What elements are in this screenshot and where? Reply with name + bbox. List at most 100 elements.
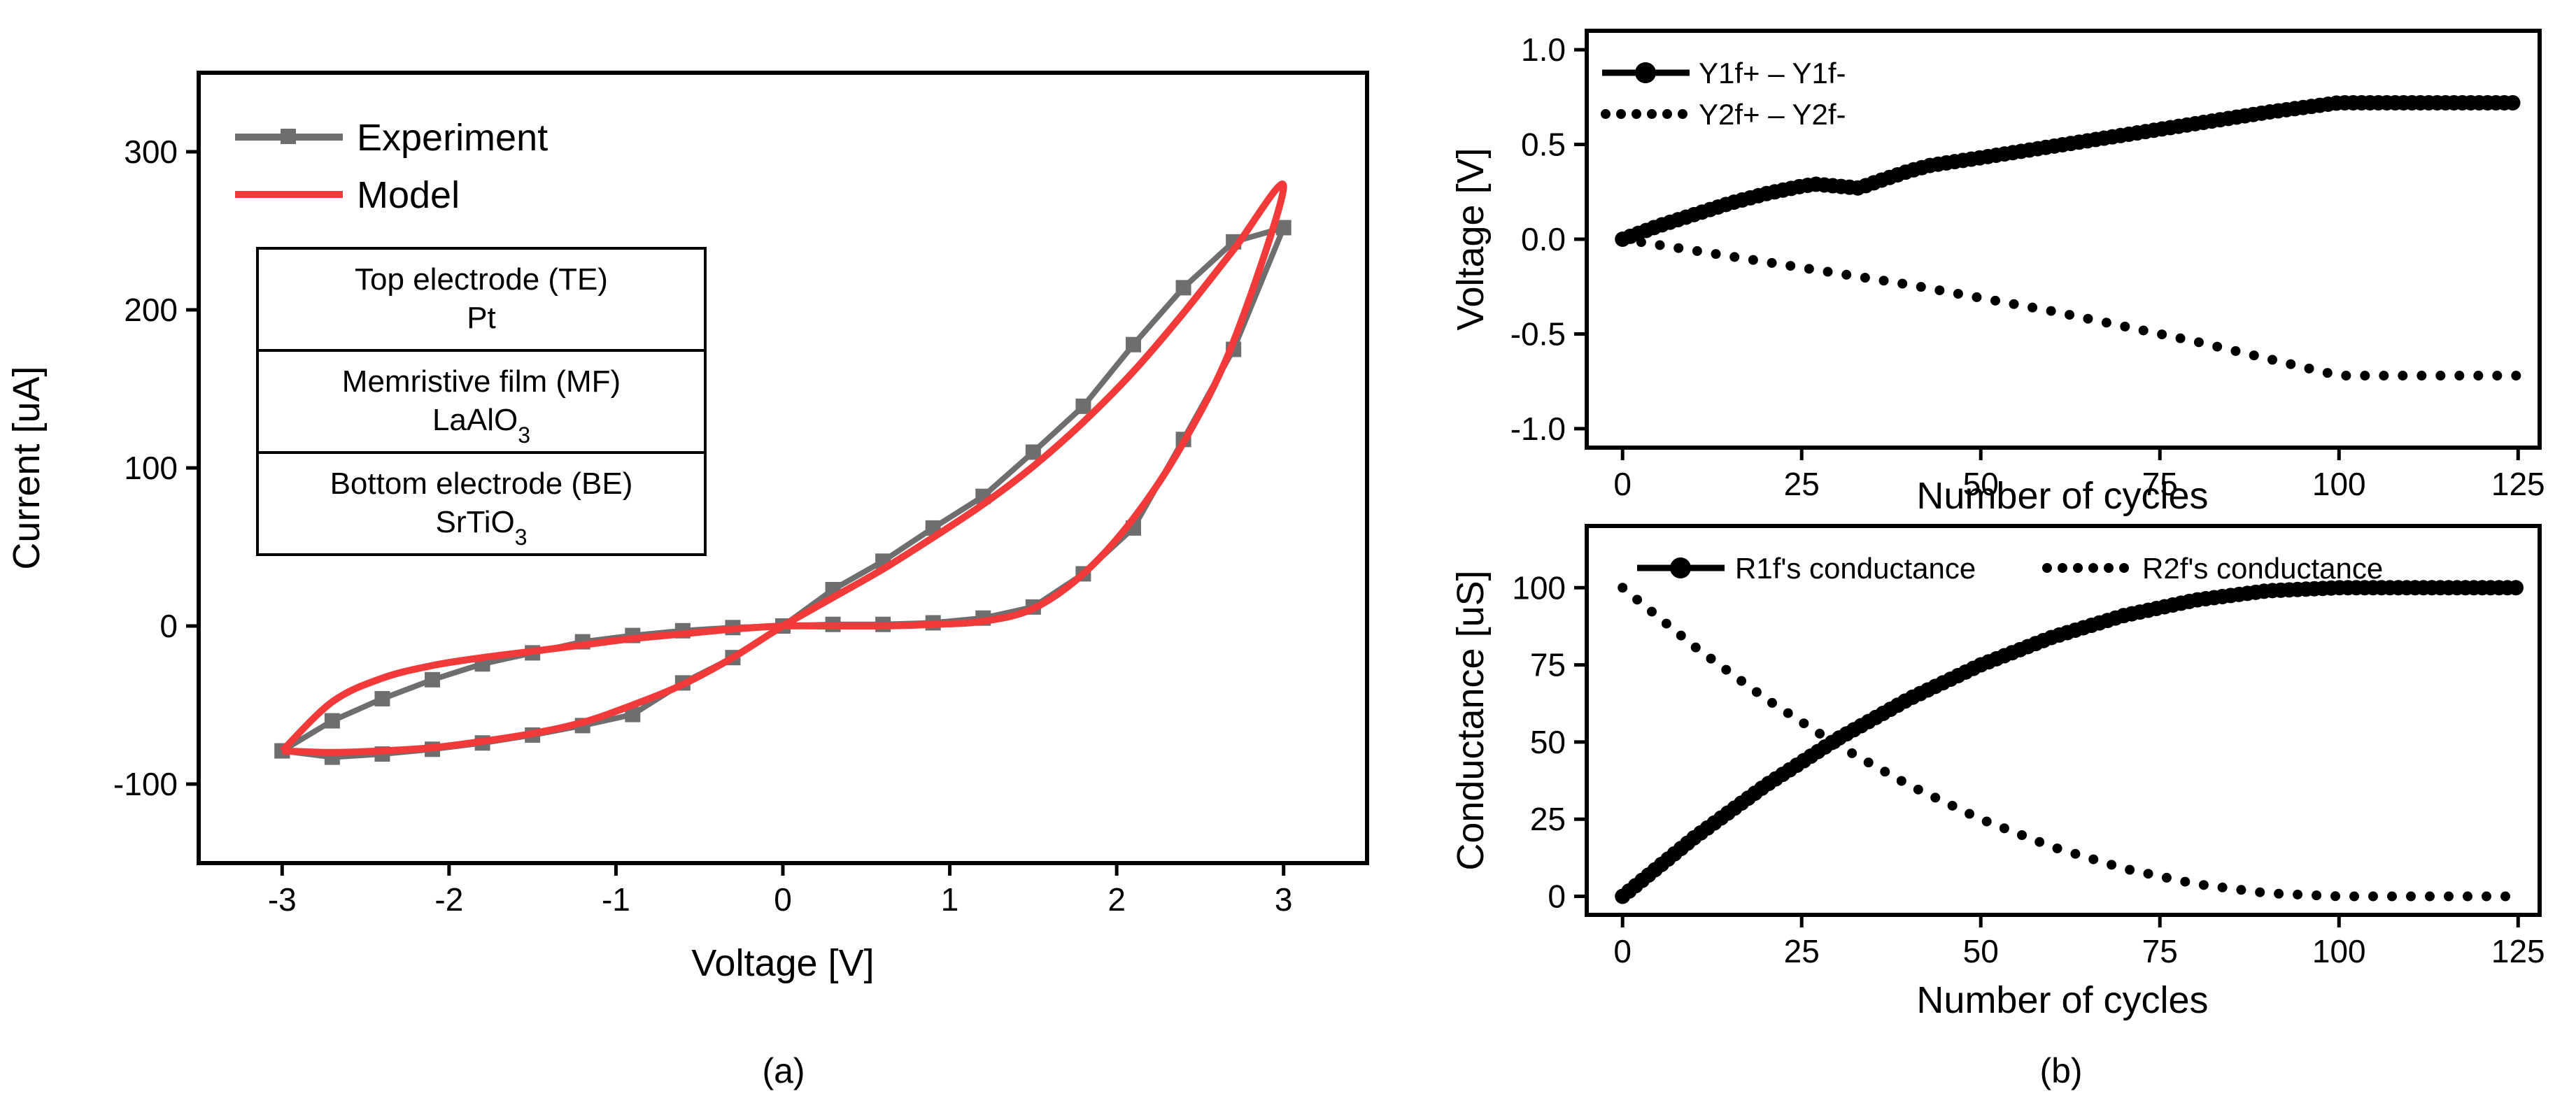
panel-b-bottom-series-1-point	[2500, 891, 2511, 902]
panel-b-top-xtick-label: 75	[2142, 466, 2178, 502]
experiment-point	[1025, 444, 1041, 460]
panel-b-top-series-1-point	[2416, 371, 2427, 381]
panel-b-top-series-0-point	[2505, 94, 2521, 111]
panel-b-bottom-xtick-label: 50	[1963, 933, 1999, 969]
panel-b-bottom-series-1-point	[1896, 776, 1906, 786]
panel-b-top-series-1-point	[2138, 325, 2149, 336]
layer-stack-table: Top electrode (TE) Pt Memristive film (M…	[256, 247, 707, 556]
panel-b-bottom-series-1-point	[2180, 876, 2191, 887]
legend-dot	[1678, 109, 1687, 119]
panel-b-top-series-1-point	[1990, 295, 2000, 306]
panel-b-bottom-series-1-point	[2161, 872, 2172, 883]
panel-a-ytick-label: -100	[113, 766, 178, 802]
panel-b-bottom-xtick-label: 75	[2142, 933, 2178, 969]
memristive-film-material: LaAlO3	[432, 403, 530, 448]
panel-b-top-ylabel: Voltage [V]	[1450, 148, 1492, 330]
bottom-electrode-label: Bottom electrode (BE)	[330, 467, 633, 501]
legend-r1f-label: R1f's conductance	[1735, 552, 1976, 585]
panel-b-top-series-1-point	[2101, 318, 2111, 328]
panel-b-top-series-1-point	[1972, 292, 1982, 302]
experiment-point	[1075, 398, 1091, 414]
panel-b-top-xtick-label: 50	[1963, 466, 1999, 502]
experiment-point	[1126, 336, 1141, 353]
panel-b-top-series-1-point	[1804, 264, 1814, 274]
panel-b-top-frame	[1585, 29, 2542, 450]
panel-b-bottom-series-1-point	[2425, 891, 2435, 902]
memristive-film-label: Memristive film (MF)	[342, 364, 621, 399]
panel-b-bottom-series-1-point	[2236, 885, 2246, 895]
panel-b-top-series-1-point	[1841, 269, 1852, 280]
panel-b-bottom-series-1-point	[1999, 823, 2009, 834]
panel-b-top-xtick-label: 125	[2491, 466, 2545, 502]
panel-b-bottom-ytick-label: 75	[1530, 647, 1566, 683]
legend-dot	[2042, 563, 2052, 573]
panel-b-bottom-xlabel: Number of cycles	[1916, 979, 2208, 1021]
panel-b-top-series-1-point	[2435, 371, 2446, 381]
panel-b-top-series-1-point	[2027, 302, 2038, 313]
panel-b-top-ytick-label: -0.5	[1510, 315, 1566, 352]
panel-b-top-series-1-point	[1673, 243, 1684, 253]
panel-b-top-series-1-point	[1729, 252, 1740, 262]
panel-b-top-series-1-point	[1897, 278, 1908, 289]
panel-b-top-series-1-point	[2193, 337, 2204, 348]
experiment-point	[1175, 280, 1191, 296]
panel-b-bottom-series-1-point	[2052, 844, 2062, 854]
panel-b-bottom-series-1-point	[1751, 687, 1762, 697]
legend-experiment-label: Experiment	[357, 117, 548, 159]
panel-b-top-series-1-point	[2065, 310, 2075, 320]
panel-b-top-series-1-point	[2046, 306, 2056, 316]
panel-b-bottom-series-1-point	[1661, 618, 1671, 629]
panel-b-top-ytick-label: -1.0	[1510, 411, 1566, 447]
panel-b-bottom-series-1-point	[2293, 889, 2303, 899]
panel-a-ylabel: Current [uA]	[6, 366, 48, 569]
panel-b-bottom-series-1-point	[1706, 653, 1716, 664]
legend-dot	[2073, 563, 2083, 573]
panel-b-top-ytick-label: 0.0	[1521, 221, 1566, 257]
panel-b-top-ytick-label: 1.0	[1521, 31, 1566, 68]
panel-b-bottom-series-1-point	[1930, 792, 1941, 803]
panel-b-bottom-frame	[1585, 524, 2542, 917]
panel-b-bottom-ytick-label: 50	[1530, 724, 1566, 760]
panel-b-bottom-series-1-point	[2143, 869, 2153, 879]
panel-b-top-xtick-label: 25	[1784, 466, 1820, 502]
panel-b-top-series-1-point	[2249, 350, 2259, 361]
panel-b-top-series-1-point	[2398, 371, 2408, 381]
legend-y2f-label: Y2f+ – Y2f-	[1699, 98, 1846, 131]
panel-b-top-xtick-label: 0	[1613, 466, 1632, 502]
experiment-point	[425, 671, 440, 688]
panel-b-top-chart: 0 25 50 75 100 125 -1.0 -0.5 0.0 0.5 1.0 Y1f+ – Y1…	[1450, 29, 2545, 517]
panel-b-bottom-xtick-label: 125	[2491, 933, 2545, 969]
panel-b-bottom-series-1-point	[1690, 642, 1701, 653]
panel-b-bottom-series-1-point	[1981, 816, 1992, 827]
legend-y2f-dots	[1601, 109, 1687, 119]
panel-b-top-xlabel: Number of cycles	[1916, 475, 2208, 517]
panel-b-bottom-series-1-point	[1880, 767, 1890, 777]
panel-b-top-series-1-point	[2379, 371, 2389, 381]
panel-b-bottom-series-1-point	[2349, 891, 2360, 902]
legend-dot	[2119, 563, 2129, 573]
panel-b-bottom-series-1-point	[2274, 888, 2284, 899]
layer-table-border	[256, 247, 707, 556]
panel-b-bottom-xtick-label: 25	[1784, 933, 1820, 969]
panel-a-xtick-label: -3	[268, 881, 297, 918]
legend-model-label: Model	[357, 174, 460, 216]
panel-b-bottom-ylabel: Conductance [uS]	[1450, 570, 1492, 870]
panel-b-top-series-1-point	[2511, 371, 2521, 381]
panel-b-bottom-series-1-point	[2482, 891, 2492, 902]
legend-y1f-label: Y1f+ – Y1f-	[1699, 57, 1846, 90]
panel-b-bottom-series-1-point	[2463, 891, 2473, 902]
panel-b-top-series-1-point	[2454, 371, 2465, 381]
panel-a-ticks: -3 -2 -1 0 1 2 3 -100 0 100 200 300	[113, 134, 1293, 918]
panel-b-top-series-1-point	[2267, 355, 2277, 365]
panel-b-bottom-series-1-point	[2088, 854, 2099, 864]
panel-b-bottom-series-1-point	[1913, 784, 1923, 795]
experiment-point	[324, 713, 340, 729]
panel-b-bottom-series-1-point	[1783, 708, 1793, 718]
panel-a-xtick-label: 0	[774, 881, 792, 918]
top-electrode-label: Top electrode (TE)	[355, 262, 608, 297]
panel-b-top-series-1-point	[2175, 333, 2186, 343]
panel-b-top-series-1-point	[1748, 255, 1758, 265]
panel-b-top-series-1-point	[1916, 282, 1926, 292]
legend-dot	[1662, 109, 1672, 119]
